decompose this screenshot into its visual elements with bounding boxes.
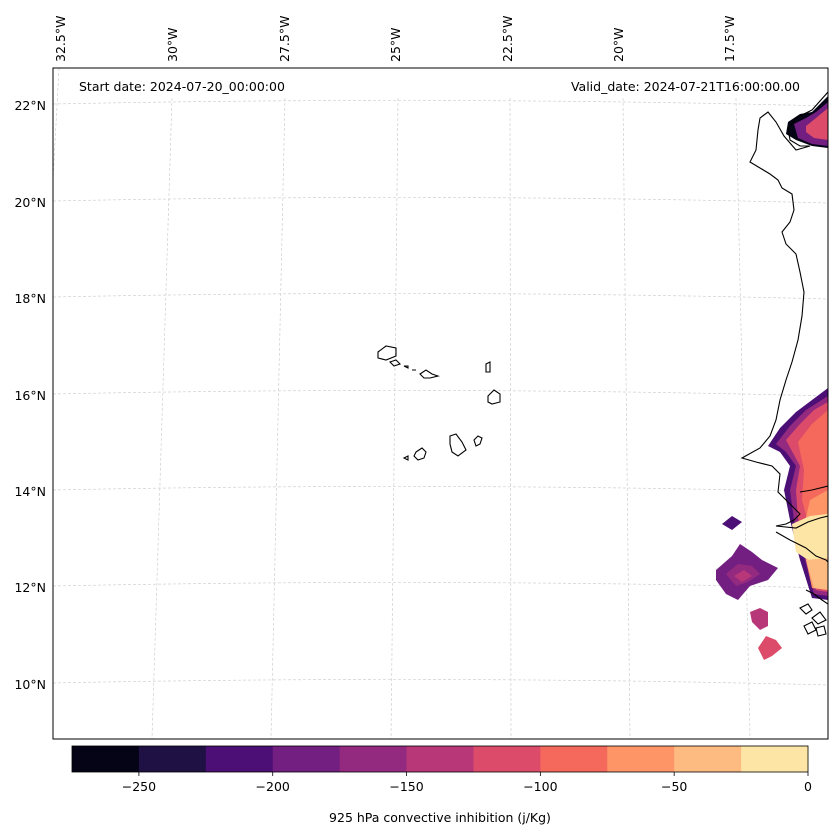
contour-blob-a xyxy=(722,516,742,530)
map-axes-frame xyxy=(52,67,829,740)
gridline-lon-20w xyxy=(622,97,631,739)
island-bijagos-3 xyxy=(803,621,817,635)
colorbar-swatch xyxy=(272,746,341,772)
island-boa-vista xyxy=(487,389,501,405)
colorbar-tick-label: −50 xyxy=(661,779,687,794)
gridline-lon-30w xyxy=(151,97,173,739)
colorbar-tick-label: 0 xyxy=(804,779,812,794)
lon-label: 25°W xyxy=(388,27,403,62)
colorbar-swatch xyxy=(607,746,675,772)
colorbar-swatch xyxy=(540,746,608,772)
island-santiago xyxy=(449,433,467,457)
gridline-lon-17.5w xyxy=(735,97,751,739)
colorbar-frame xyxy=(71,745,809,773)
coastline-gambia xyxy=(799,485,828,493)
lon-tick-labels: 32.5°W 30°W 27.5°W 25°W 22.5°W 20°W 17.5… xyxy=(53,16,737,62)
island-sao-nicolau xyxy=(412,369,440,379)
lat-tick-labels: 22°N 20°N 18°N 16°N 14°N 12°N 10°N xyxy=(14,98,46,692)
colorbar-swatches xyxy=(72,746,809,772)
island-sao-vicente xyxy=(388,359,402,367)
lon-label: 17.5°W xyxy=(722,16,737,62)
lon-label: 30°W xyxy=(165,27,180,62)
colorbar-swatch xyxy=(339,746,408,772)
gridline-lat-20n xyxy=(53,197,828,204)
colorbar-swatch xyxy=(473,746,541,772)
contour-senegal-orange xyxy=(798,410,828,522)
contour-blob-d xyxy=(758,636,782,660)
contour-north-coast-inner xyxy=(806,108,828,140)
gridline-lat-22n xyxy=(53,100,828,107)
colorbar-swatch xyxy=(138,746,207,772)
lat-label: 22°N xyxy=(14,98,46,113)
colorbar-tick-label: −200 xyxy=(256,779,290,794)
lat-label: 16°N xyxy=(14,388,46,403)
colorbar-tick-label: −150 xyxy=(389,779,423,794)
lon-label: 27.5°W xyxy=(277,16,292,62)
lat-label: 14°N xyxy=(14,484,46,499)
lat-label: 20°N xyxy=(14,195,46,210)
coastline-guinea-bissau xyxy=(775,531,828,563)
gridline-lat-10n xyxy=(53,679,828,686)
coastline-mauritania xyxy=(740,91,828,529)
gridline-lon-27.5w xyxy=(270,97,286,739)
cin-contours xyxy=(716,96,828,660)
gridline-lat-14n xyxy=(53,486,828,493)
colorbar-swatch xyxy=(205,746,274,772)
island-bijagos-4 xyxy=(815,625,827,637)
gridline-lat-18n xyxy=(53,293,828,300)
island-bijagos-2 xyxy=(811,611,827,625)
lat-label: 10°N xyxy=(14,677,46,692)
colorbar: −250 −200 −150 −100 −50 0 925 hPa convective … xyxy=(71,745,812,825)
lon-label: 32.5°W xyxy=(53,16,68,62)
coastline-guinea xyxy=(805,589,828,605)
colorbar-swatch xyxy=(406,746,474,772)
island-brava xyxy=(402,455,409,461)
valid-date-label: Valid_date: 2024-07-21T16:00:00.00 xyxy=(571,79,800,94)
colorbar-tick-label: −100 xyxy=(523,779,557,794)
lat-label: 12°N xyxy=(14,580,46,595)
gridline-lon-32.5w xyxy=(53,68,60,181)
colorbar-ticks: −250 −200 −150 −100 −50 0 xyxy=(122,772,812,794)
gridline-lat-12n xyxy=(53,582,828,589)
contour-blob-b-core xyxy=(734,570,752,582)
colorbar-swatch xyxy=(674,746,742,772)
gridlines xyxy=(53,68,828,739)
island-bijagos-1 xyxy=(799,603,813,615)
coastlines xyxy=(377,91,828,637)
colorbar-title: 925 hPa convective inhibition (j/Kg) xyxy=(329,810,551,825)
start-date-label: Start date: 2024-07-20_00:00:00 xyxy=(79,79,285,94)
island-maio xyxy=(473,435,483,447)
gridline-lon-25w xyxy=(390,97,399,739)
island-santo-antao xyxy=(377,345,397,361)
colorbar-swatch xyxy=(72,746,140,772)
island-sal xyxy=(485,361,491,373)
lat-label: 18°N xyxy=(14,291,46,306)
colorbar-tick-label: −250 xyxy=(122,779,156,794)
gridline-lon-22.5w xyxy=(509,97,512,739)
gridline-lat-16n xyxy=(53,390,828,397)
colorbar-swatch xyxy=(741,746,809,772)
contour-blob-c xyxy=(750,608,768,630)
contour-senegal-light2 xyxy=(806,558,828,590)
lon-label: 20°W xyxy=(611,27,626,62)
island-santa-luzia xyxy=(403,365,409,369)
island-fogo xyxy=(413,447,427,461)
lon-label: 22.5°W xyxy=(500,16,515,62)
